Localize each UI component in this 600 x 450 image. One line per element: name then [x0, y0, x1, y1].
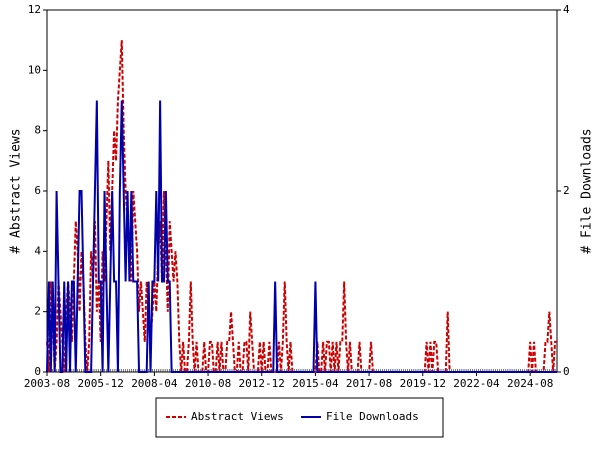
- legend-label: Abstract Views: [191, 410, 284, 423]
- x-tick-label: 2022-04: [453, 377, 500, 390]
- x-tick-label: 2008-04: [131, 377, 178, 390]
- y-tick-label: 0: [34, 365, 41, 378]
- legend-box: [155, 397, 444, 438]
- y-tick-label: 10: [28, 63, 41, 76]
- y-tick-label: 4: [34, 244, 41, 257]
- y2-axis-title: # File Downloads: [580, 128, 595, 253]
- y-tick-label: 8: [34, 124, 41, 137]
- y-axis-title: # Abstract Views: [9, 128, 24, 253]
- y2-tick-label: 0: [563, 365, 570, 378]
- y-tick-label: 12: [28, 3, 41, 16]
- x-tick-label: 2015-04: [292, 377, 339, 390]
- legend-label: File Downloads: [326, 410, 419, 423]
- x-tick-label: 2003-08: [24, 377, 70, 390]
- y-tick-label: 6: [34, 184, 41, 197]
- series-line: [46, 100, 557, 373]
- x-tick-label: 2005-12: [78, 377, 124, 390]
- x-tick-label: 2017-08: [346, 377, 392, 390]
- x-tick-label: 2012-12: [239, 377, 285, 390]
- x-tick-label: 2010-08: [185, 377, 231, 390]
- y2-tick-label: 4: [563, 3, 570, 16]
- x-tick-label: 2019-12: [400, 377, 446, 390]
- x-tick-label: 2024-08: [507, 377, 553, 390]
- y-tick-label: 2: [34, 305, 41, 318]
- y2-tick-label: 2: [563, 184, 570, 197]
